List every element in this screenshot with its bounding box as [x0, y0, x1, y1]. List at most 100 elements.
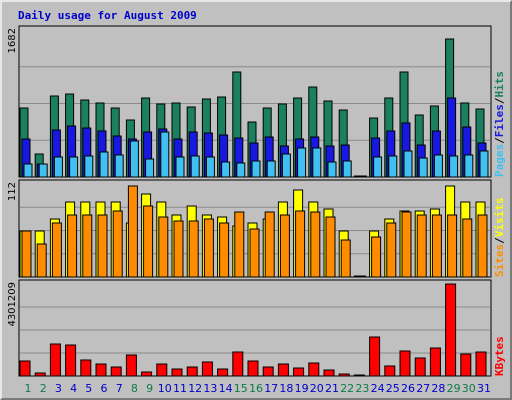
bar-sites-day-16 [249, 228, 260, 278]
x-tick-label-day-31: 31 [477, 382, 491, 395]
bar-kbytes-day-16 [247, 360, 259, 377]
x-tick-label-day-5: 5 [85, 382, 92, 395]
panel-kbytes-scale-label: 4301209 [7, 282, 18, 327]
bar-sites-day-2 [36, 243, 47, 278]
legend-kbytes: KBytes [493, 336, 506, 376]
bar-sites-day-14 [219, 222, 230, 278]
x-tick-label-day-3: 3 [55, 382, 62, 395]
bar-sites-day-25 [386, 222, 397, 278]
x-tick-label-day-16: 16 [249, 382, 263, 395]
bar-sites-day-12 [188, 220, 199, 278]
bar-kbytes-day-8 [125, 354, 137, 377]
x-tick-label-day-10: 10 [158, 382, 172, 395]
bar-sites-day-5 [82, 214, 93, 278]
x-tick-label-day-22: 22 [340, 382, 354, 395]
panel-visits-legend: Sites/Visits [493, 198, 506, 278]
bar-sites-day-4 [67, 214, 78, 278]
bar-sites-day-1 [21, 230, 32, 278]
bar-sites-day-7 [112, 210, 123, 278]
bar-sites-day-20 [310, 211, 321, 278]
bar-pages-day-4 [69, 156, 79, 178]
bar-pages-day-16 [251, 160, 261, 178]
bar-pages-day-18 [281, 153, 291, 178]
bar-kbytes-day-15 [232, 351, 244, 377]
x-tick-label-day-19: 19 [295, 382, 309, 395]
bar-kbytes-day-22 [338, 373, 350, 377]
bar-pages-day-7 [114, 154, 124, 178]
panel-visits-scale-label: 112 [7, 182, 18, 201]
bar-sites-day-13 [203, 218, 214, 278]
x-tick-label-day-26: 26 [401, 382, 415, 395]
chart-title: Daily usage for August 2009 [18, 9, 197, 22]
panel-hits-scale-label: 1682 [7, 28, 18, 53]
bar-kbytes-day-7 [110, 366, 122, 377]
bar-kbytes-day-10 [156, 363, 168, 377]
x-tick-label-day-15: 15 [234, 382, 248, 395]
panel-kbytes-background [18, 279, 492, 377]
x-tick-label-day-7: 7 [116, 382, 123, 395]
bar-sites-day-30 [462, 218, 473, 278]
bar-kbytes-day-4 [65, 344, 77, 377]
bar-sites-day-24 [371, 236, 382, 278]
x-tick-label-day-23: 23 [355, 382, 369, 395]
x-tick-label-day-17: 17 [264, 382, 278, 395]
bar-kbytes-day-25 [384, 365, 396, 377]
bar-pages-day-2 [38, 163, 48, 178]
x-tick-label-day-18: 18 [279, 382, 293, 395]
bar-kbytes-day-14 [217, 368, 229, 377]
bar-sites-day-26 [401, 211, 412, 278]
bar-kbytes-day-27 [414, 357, 426, 377]
x-tick-label-day-11: 11 [173, 382, 187, 395]
bar-pages-day-5 [84, 155, 94, 178]
x-tick-label-day-29: 29 [447, 382, 461, 395]
x-tick-label-day-30: 30 [462, 382, 476, 395]
x-tick-label-day-2: 2 [40, 382, 47, 395]
bar-kbytes-day-19 [293, 367, 305, 377]
bar-kbytes-day-31 [475, 351, 487, 377]
x-tick-label-day-28: 28 [431, 382, 445, 395]
bar-kbytes-day-13 [201, 361, 213, 377]
legend-visits: Visits [493, 198, 506, 238]
x-tick-label-day-20: 20 [310, 382, 324, 395]
x-tick-label-day-13: 13 [203, 382, 217, 395]
bar-pages-day-26 [403, 150, 413, 178]
bar-kbytes-day-6 [95, 363, 107, 377]
bar-sites-day-23 [355, 275, 366, 278]
x-tick-label-day-24: 24 [371, 382, 385, 395]
bar-pages-day-23 [357, 175, 367, 178]
bar-kbytes-day-11 [171, 368, 183, 377]
bar-pages-day-3 [53, 156, 63, 178]
panel-kbytes-legend: KBytes [493, 336, 506, 376]
bar-sites-day-27 [416, 214, 427, 278]
bar-sites-day-10 [158, 216, 169, 278]
bar-kbytes-day-18 [277, 363, 289, 377]
bar-sites-day-8 [127, 185, 138, 278]
legend-hits: Hits [493, 71, 506, 98]
legend-sites: Sites [493, 244, 506, 277]
bar-pages-day-21 [327, 161, 337, 178]
x-tick-label-day-4: 4 [70, 382, 77, 395]
bar-kbytes-day-23 [353, 374, 365, 377]
bar-pages-day-30 [464, 154, 474, 178]
x-tick-label-day-1: 1 [25, 382, 32, 395]
bar-sites-day-11 [173, 220, 184, 278]
bar-kbytes-day-28 [429, 347, 441, 377]
bar-kbytes-day-30 [460, 353, 472, 377]
bar-kbytes-day-5 [80, 359, 92, 377]
bar-kbytes-day-3 [49, 343, 61, 377]
bar-kbytes-day-24 [369, 336, 381, 377]
x-tick-label-day-9: 9 [146, 382, 153, 395]
bar-pages-day-29 [449, 155, 459, 178]
bar-kbytes-day-20 [308, 362, 320, 377]
bar-pages-day-8 [129, 140, 139, 178]
bar-pages-day-17 [266, 160, 276, 178]
x-tick-label-day-25: 25 [386, 382, 400, 395]
bar-pages-day-19 [297, 147, 307, 178]
bar-sites-day-31 [477, 214, 488, 278]
bar-sites-day-22 [340, 239, 351, 278]
x-tick-label-day-14: 14 [219, 382, 233, 395]
bar-sites-day-29 [447, 214, 458, 278]
legend-separator: / [493, 97, 506, 104]
bar-pages-day-14 [221, 161, 231, 178]
